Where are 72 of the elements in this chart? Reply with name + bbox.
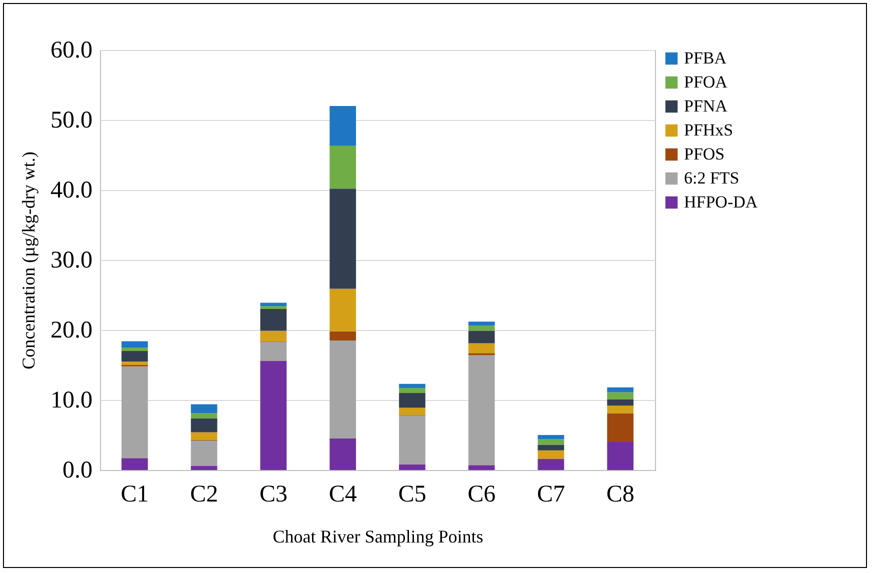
bar <box>190 440 218 466</box>
bar <box>122 366 148 458</box>
bar <box>607 413 634 442</box>
bar <box>538 450 564 459</box>
bar <box>260 360 287 470</box>
bar <box>330 340 356 438</box>
x-tick-label: C5 <box>398 482 426 508</box>
bar <box>607 442 634 470</box>
bar <box>122 348 148 351</box>
bar <box>607 387 634 392</box>
bar <box>122 362 148 365</box>
x-tick-label: C7 <box>536 482 565 508</box>
bar <box>190 404 218 414</box>
bar <box>190 413 218 418</box>
bar <box>468 343 495 354</box>
y-tick-label: 0.0 <box>62 458 92 484</box>
bar <box>468 322 495 326</box>
bar <box>330 146 356 189</box>
legend-label: PFOA <box>684 72 728 92</box>
bar <box>260 306 287 309</box>
bar <box>607 406 634 414</box>
bar <box>399 388 426 393</box>
y-tick-label: 60.0 <box>50 38 92 64</box>
bar <box>122 341 148 348</box>
bar <box>190 466 218 470</box>
bar <box>260 330 287 342</box>
bar <box>538 458 564 470</box>
bar <box>122 351 148 362</box>
x-axis-title: Choat River Sampling Points <box>272 526 484 546</box>
y-tick-label: 10.0 <box>50 388 92 414</box>
bar <box>122 458 148 470</box>
bar <box>190 418 218 432</box>
y-tick-label: 20.0 <box>50 318 92 344</box>
bar <box>607 392 634 400</box>
x-tick-label: C3 <box>259 482 288 508</box>
bar <box>399 415 426 464</box>
legend-label: PFOS <box>684 144 725 164</box>
bar <box>330 438 356 470</box>
y-tick-label: 30.0 <box>50 248 92 274</box>
bar <box>260 309 287 331</box>
bar <box>399 408 426 415</box>
bar <box>330 288 356 332</box>
x-tick-label: C4 <box>328 482 357 508</box>
bar <box>260 302 287 306</box>
legend-label: PFHxS <box>684 120 734 140</box>
bar <box>538 439 564 445</box>
legend-label: 6:2 FTS <box>684 168 740 188</box>
bar <box>468 355 495 466</box>
bar <box>538 444 564 450</box>
bar <box>538 435 564 440</box>
bar <box>260 342 287 361</box>
legend-label: PFNA <box>684 96 728 116</box>
y-tick-label: 50.0 <box>50 108 92 134</box>
bar <box>468 330 495 344</box>
bar <box>399 393 426 408</box>
bar <box>607 399 634 406</box>
y-axis-title: Concentration (µg/kg-dry wt.) <box>18 152 38 370</box>
bar <box>399 384 426 388</box>
bar <box>190 432 218 440</box>
legend-label: PFBA <box>684 48 728 68</box>
bar <box>468 465 495 470</box>
bar <box>468 326 495 331</box>
x-tick-label: C8 <box>606 482 634 508</box>
y-tick-label: 40.0 <box>50 178 92 204</box>
bar <box>330 331 356 340</box>
bar <box>399 464 426 470</box>
bar <box>330 106 356 146</box>
legend-label: HFPO-DA <box>684 192 758 212</box>
x-tick-label: C6 <box>468 482 496 508</box>
x-tick-label: C2 <box>190 482 218 508</box>
x-tick-label: C1 <box>120 482 149 508</box>
bar <box>330 188 356 289</box>
